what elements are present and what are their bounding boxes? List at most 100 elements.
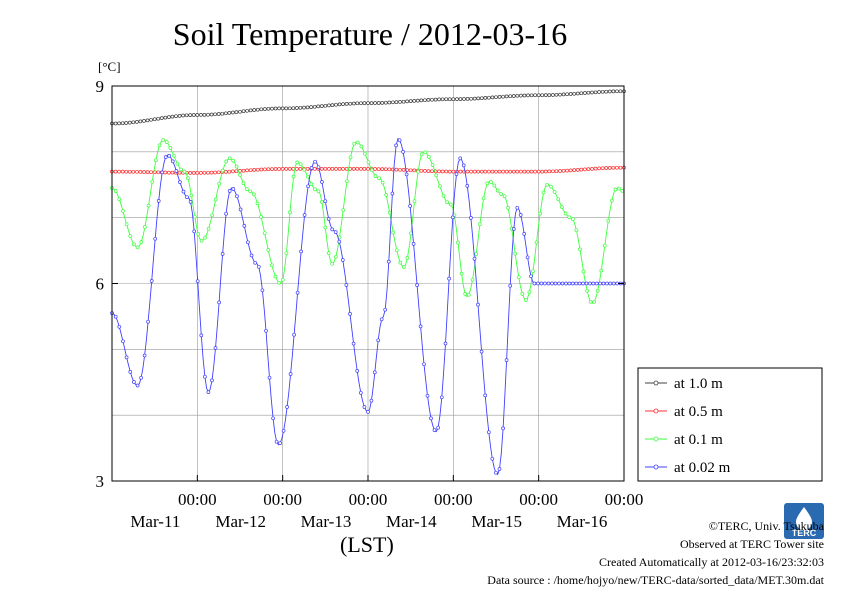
data-point <box>436 425 440 430</box>
data-point <box>369 398 374 403</box>
data-point <box>581 281 585 286</box>
data-point <box>351 167 356 171</box>
data-point <box>561 168 566 173</box>
data-point <box>244 187 249 191</box>
data-point <box>394 248 399 253</box>
data-point <box>323 167 328 171</box>
data-point <box>295 160 300 165</box>
logo-text: TERC <box>792 528 817 538</box>
data-point <box>306 184 310 189</box>
data-point <box>312 104 317 109</box>
data-point <box>451 97 456 102</box>
data-point <box>585 288 589 293</box>
data-point <box>380 101 385 105</box>
data-point <box>545 182 550 187</box>
data-point <box>255 201 260 206</box>
data-point <box>376 101 381 105</box>
data-point <box>608 281 613 286</box>
data-point <box>217 300 221 305</box>
data-point <box>177 170 182 175</box>
data-point <box>463 292 468 296</box>
data-point <box>540 169 545 174</box>
data-point <box>242 224 247 228</box>
data-point <box>168 146 173 150</box>
data-point <box>177 114 182 118</box>
data-point <box>551 169 555 174</box>
data-point <box>312 167 317 171</box>
data-point <box>344 167 349 171</box>
data-point <box>142 119 146 123</box>
data-point <box>352 141 357 146</box>
data-point <box>213 197 218 202</box>
series-0 <box>110 89 626 126</box>
data-point <box>611 281 616 286</box>
data-point <box>604 166 609 170</box>
data-point <box>373 174 378 178</box>
data-point <box>348 312 352 316</box>
data-point <box>492 183 497 188</box>
data-point <box>359 101 363 106</box>
data-point <box>270 167 274 171</box>
data-point <box>295 167 299 171</box>
data-point <box>618 165 623 170</box>
data-point <box>358 390 363 395</box>
data-point <box>534 240 539 245</box>
legend-swatch-marker <box>653 436 659 442</box>
legend-label: at 1.0 m <box>674 376 723 392</box>
data-point <box>199 238 204 243</box>
data-point <box>372 370 377 375</box>
data-point <box>593 166 598 171</box>
data-point <box>223 111 228 116</box>
data-point <box>586 167 591 171</box>
data-point <box>531 269 535 274</box>
data-point <box>252 192 256 197</box>
data-point <box>386 259 391 264</box>
series-3 <box>110 137 626 476</box>
data-point <box>132 242 136 247</box>
data-point <box>302 105 306 110</box>
data-point <box>564 281 568 286</box>
data-point <box>167 170 171 175</box>
data-point <box>248 189 253 194</box>
data-point <box>495 188 500 193</box>
footer-site: Observed at TERC Tower site <box>679 537 824 551</box>
data-point <box>490 95 495 100</box>
data-point <box>124 169 129 174</box>
data-point <box>264 328 268 333</box>
data-point <box>617 186 621 191</box>
series-2 <box>110 138 625 304</box>
data-point <box>120 169 125 174</box>
data-point <box>598 281 602 286</box>
data-point <box>415 98 420 103</box>
data-point <box>220 168 225 173</box>
data-point <box>586 90 591 95</box>
data-point <box>405 99 409 104</box>
data-point <box>326 217 331 221</box>
data-point <box>235 194 239 199</box>
data-point <box>156 116 161 121</box>
data-point <box>434 173 439 178</box>
data-point <box>472 256 477 261</box>
data-point <box>124 355 129 360</box>
data-point <box>487 169 491 174</box>
data-point <box>333 230 338 234</box>
data-point <box>170 170 175 175</box>
data-point <box>323 225 328 230</box>
data-point <box>529 274 533 279</box>
data-point <box>195 113 200 117</box>
data-point <box>506 206 510 210</box>
x-tick-date: Mar-11 <box>130 512 180 531</box>
data-point <box>394 167 399 172</box>
data-point <box>408 204 412 208</box>
data-point <box>615 165 619 170</box>
data-point <box>465 97 470 101</box>
data-point <box>411 242 416 246</box>
data-point <box>206 170 210 175</box>
data-point <box>146 203 151 208</box>
data-point <box>366 160 371 165</box>
data-point <box>412 99 417 103</box>
data-point <box>415 283 419 287</box>
data-point <box>447 169 452 174</box>
data-point <box>302 167 307 172</box>
data-point <box>526 169 530 174</box>
